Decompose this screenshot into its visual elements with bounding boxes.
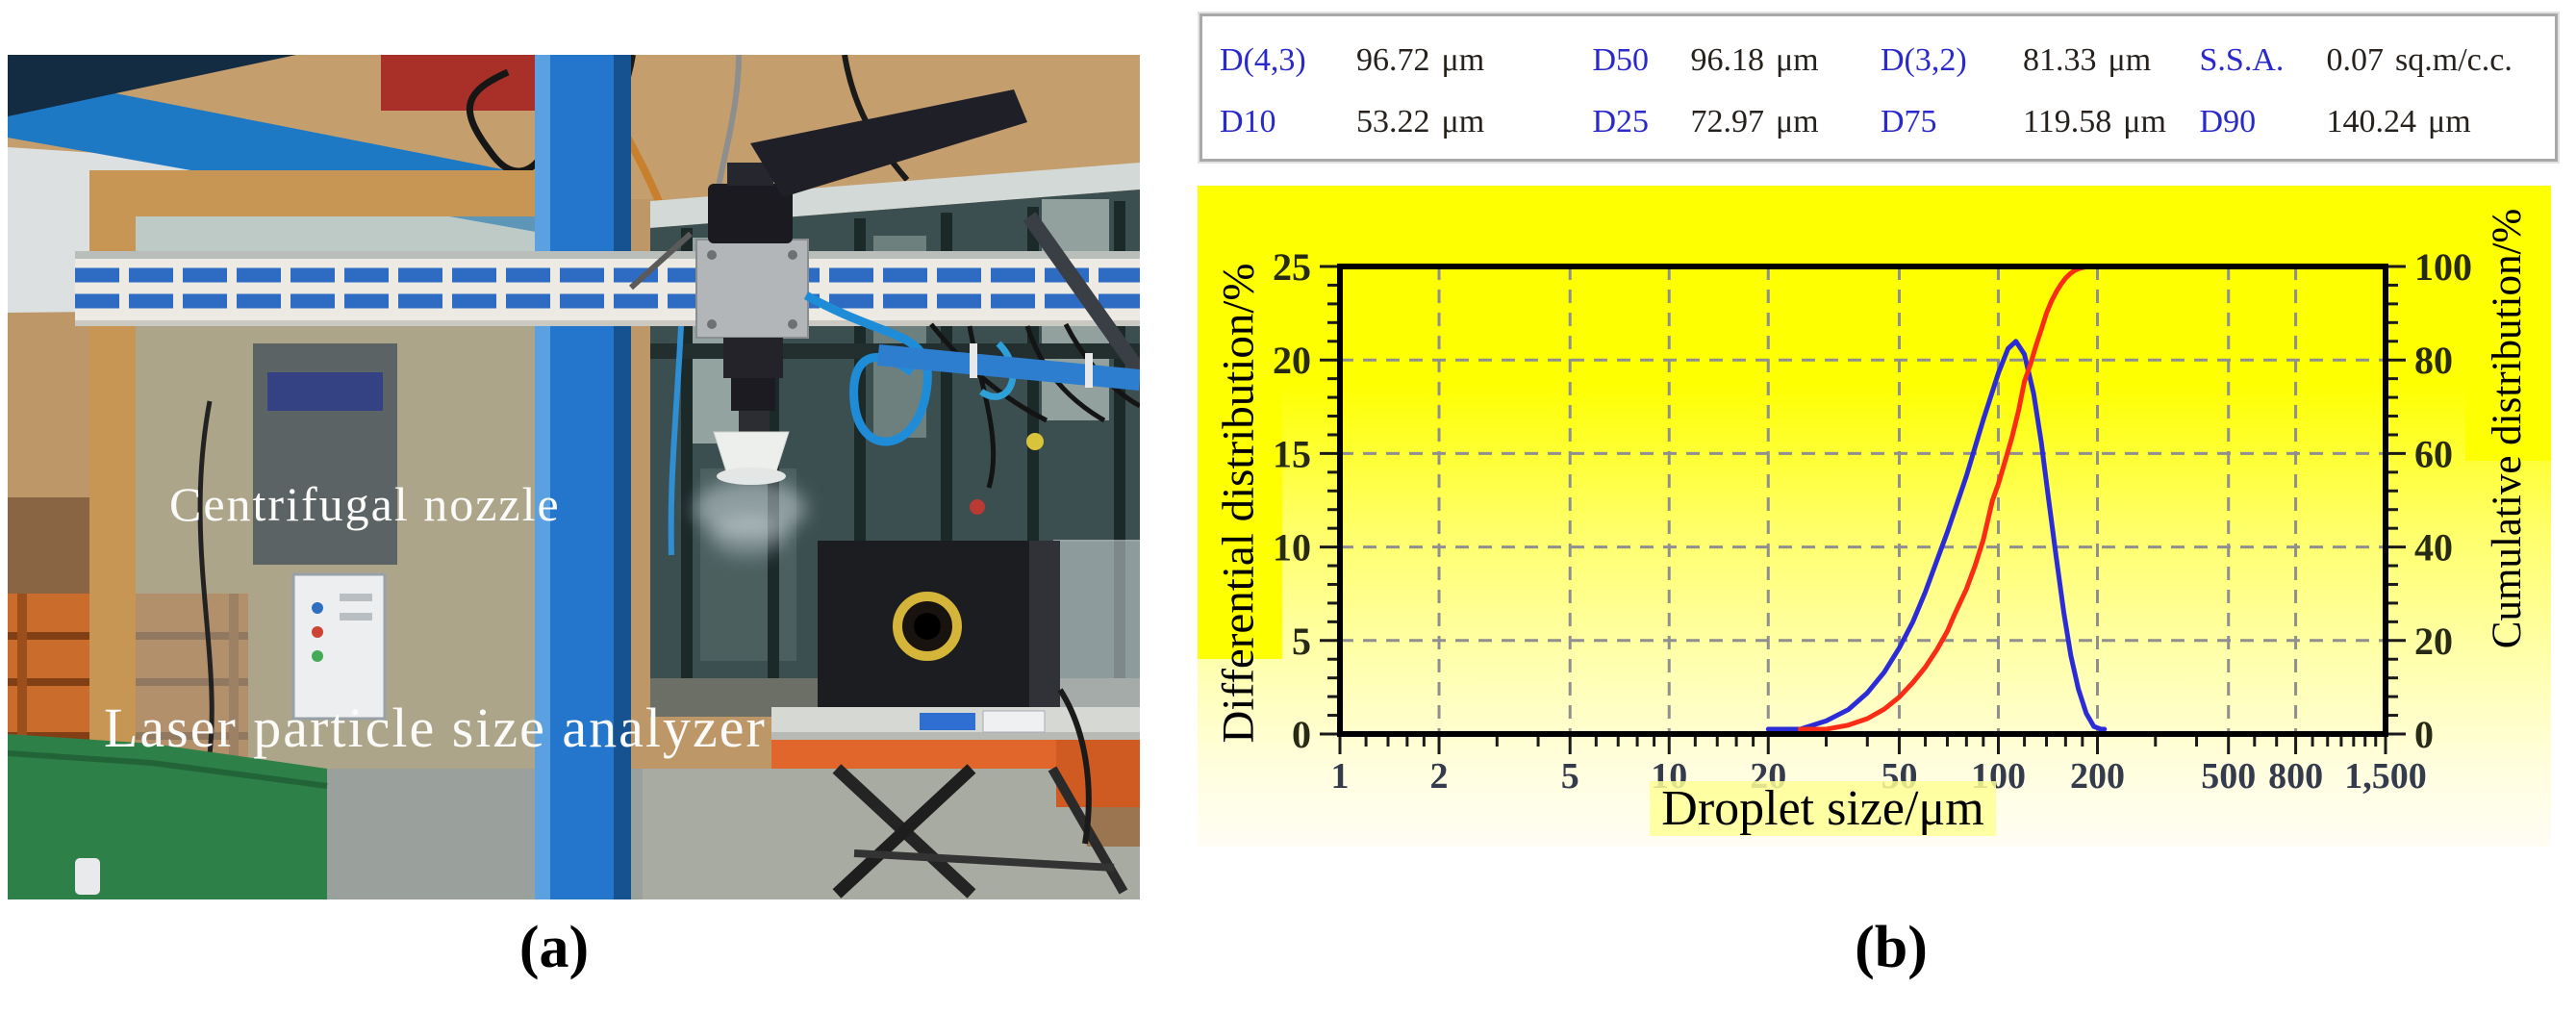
experiment-photo-art	[8, 55, 1140, 899]
y-left-tick-label: 25	[1273, 245, 1311, 289]
stat-d50: D50 96.18 μm	[1592, 42, 1819, 78]
curve-cumulative	[1797, 264, 2091, 732]
bottle	[75, 858, 100, 895]
gridlines	[1340, 266, 2386, 734]
series	[1765, 264, 2108, 732]
blue-hose	[803, 291, 932, 446]
stat-d10: D10 53.22 μm	[1220, 104, 1485, 139]
spray-motor	[708, 184, 793, 243]
y-left-tick-label: 20	[1273, 339, 1311, 382]
caption-a: (a)	[518, 915, 590, 980]
left-label-highlight	[1198, 186, 1282, 659]
y-right-tick-label: 0	[2414, 713, 2434, 756]
x-tick-label: 200	[2070, 756, 2125, 797]
stats-row-2: D10 53.22 μm D25 72.97 μm D75 119.58 μm …	[1220, 91, 2555, 153]
y-left-tick-label: 5	[1292, 620, 1311, 663]
x-tick-label: 800	[2268, 756, 2323, 797]
experiment-photo: Centrifugal nozzle Laser particle size a…	[8, 55, 1140, 899]
strut	[1023, 212, 1140, 377]
distribution-chart: 1 2 5 10 20 50 100 200 500 800 1,50005101520250204…	[1273, 245, 2472, 797]
x-tick-label: 5	[1561, 756, 1579, 797]
stat-d25: D25 72.97 μm	[1592, 104, 1819, 139]
y-right-tick-label: 80	[2414, 339, 2453, 382]
y-right-tick-label: 20	[2414, 620, 2453, 663]
acrylic-cover	[1053, 540, 1140, 715]
blue-pipe	[876, 344, 1140, 391]
stats-table: D(4,3) 96.72 μm D50 96.18 μm D(3,2) 81.3…	[1200, 13, 2558, 162]
y-right-tick-label: 60	[2414, 432, 2453, 475]
axes	[1320, 264, 2406, 754]
stat-d75: D75 119.58 μm	[1881, 104, 2166, 139]
stat-d32: D(3,2) 81.33 μm	[1881, 42, 2152, 78]
caption-b: (b)	[1855, 915, 1928, 980]
plot-frame	[1337, 264, 2388, 737]
stat-d43: D(4,3) 96.72 μm	[1220, 42, 1485, 78]
y-left-tick-label: 15	[1273, 432, 1311, 475]
x-tick-label: 500	[2201, 756, 2256, 797]
x-axis-title: Droplet size/μm	[1553, 780, 2092, 837]
x-tick-label: 1	[1331, 756, 1350, 797]
stat-d90: D90 140.24 μm	[2199, 104, 2471, 139]
chart-panel: 1 2 5 10 20 50 100 200 500 800 1,500 0 5 10 15 20 25 0 20 4…	[1198, 186, 2551, 847]
y-right-tick-label: 100	[2414, 245, 2472, 289]
y-left-tick-label: 10	[1273, 526, 1311, 570]
y-left-tick-label: 0	[1292, 713, 1311, 756]
photo-label-laser-analyzer: Laser particle size analyzer	[104, 696, 767, 759]
x-tick-label: 2	[1430, 756, 1449, 797]
red-equipment	[381, 55, 540, 111]
y-right-tick-label: 40	[2414, 526, 2453, 570]
stats-row-1: D(4,3) 96.72 μm D50 96.18 μm D(3,2) 81.3…	[1220, 30, 2555, 91]
right-label-highlight	[2465, 186, 2551, 461]
x-tick-label: 1,500	[2344, 756, 2427, 797]
nozzle-body	[723, 338, 783, 378]
curve-differential	[1765, 339, 2108, 732]
stat-ssa: S.S.A. 0.07 sq.m/c.c.	[2199, 42, 2513, 78]
photo-label-centrifugal-nozzle: Centrifugal nozzle	[169, 477, 561, 531]
propeller-blade	[750, 89, 1027, 197]
